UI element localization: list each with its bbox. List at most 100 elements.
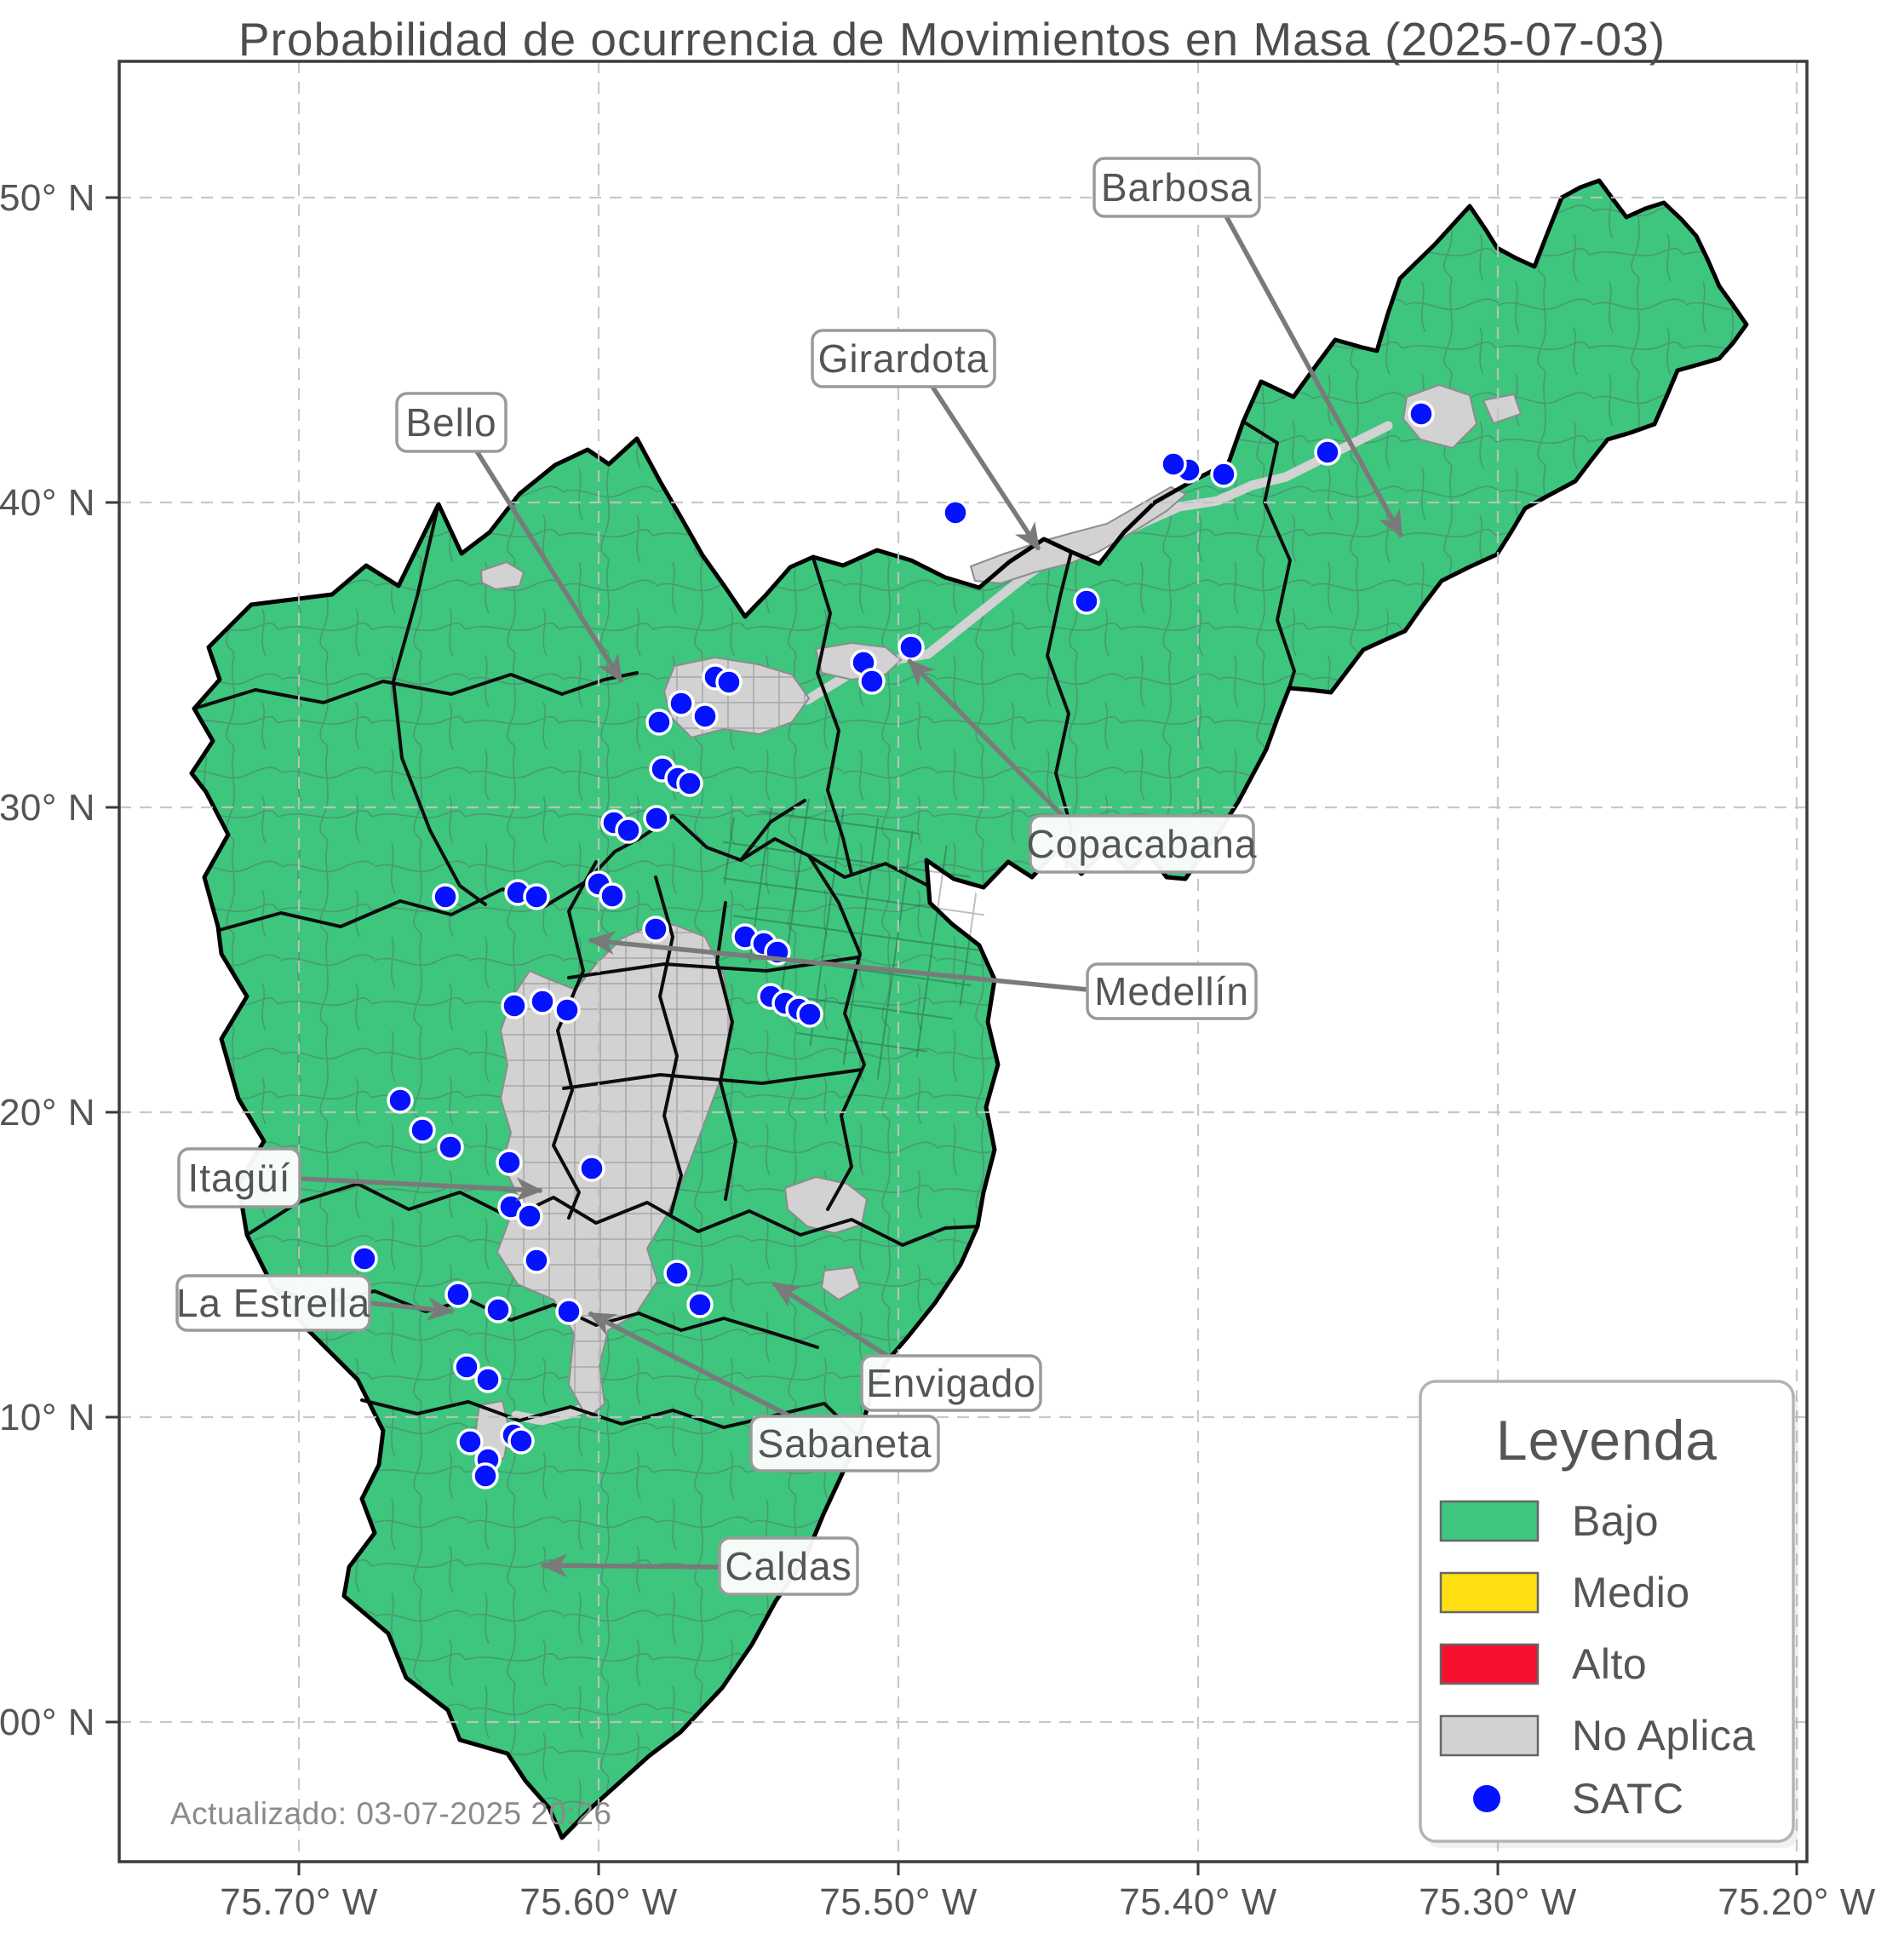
legend-item-label: Bajo (1572, 1497, 1659, 1545)
annotation-label-bello: Bello (405, 400, 496, 445)
annotation-box-caldas (718, 1536, 859, 1596)
satc-dot (453, 1353, 480, 1381)
update-timestamp: Actualizado: 03-07-2025 20:26 (170, 1796, 611, 1831)
annotation-box-sabaneta (749, 1415, 940, 1472)
municipal-boundary (1242, 420, 1296, 690)
annotation-box-medellin (1086, 962, 1258, 1020)
satc-dot (1210, 461, 1237, 488)
annotation-arrow-bello (474, 450, 624, 683)
legend-item-label: SATC (1572, 1775, 1684, 1823)
y-tick-label: 6.30° N (0, 787, 95, 829)
x-tick-label: 75.30° W (1419, 1881, 1576, 1923)
municipal-boundary (807, 854, 866, 1211)
satc-dot (942, 499, 969, 526)
annotation-label-medellin: Medellín (1094, 969, 1249, 1013)
y-tick-label: 6.00° N (0, 1702, 95, 1743)
satc-dot (523, 883, 550, 910)
satc-dot (898, 634, 925, 661)
y-tick-label: 6.50° N (0, 177, 95, 219)
satc-dot (432, 883, 459, 910)
legend-swatch-medio (1439, 1571, 1540, 1614)
plot-frame (118, 60, 1809, 1863)
municipal-boundary (811, 556, 853, 875)
girardota-urban (969, 485, 1188, 585)
legend-title: Leyenda (1496, 1409, 1718, 1472)
municipal-boundary (562, 1068, 863, 1090)
annotation-label-sabaneta: Sabaneta (758, 1421, 932, 1466)
satc-dot (599, 882, 626, 910)
municipal-boundary (245, 1182, 979, 1247)
satc-dot (858, 668, 886, 695)
annotation-box-bello (395, 392, 508, 453)
y-tick-label: 6.10° N (0, 1397, 95, 1438)
annotation-arrow-barbosa (1224, 215, 1404, 538)
region-outline (189, 178, 1749, 1840)
legend-dot-satc (1473, 1785, 1500, 1812)
annotation-arrow-medellin (588, 931, 1088, 992)
annotation-label-girardota: Girardota (818, 336, 989, 381)
annotation-arrow-sabaneta (588, 1311, 792, 1419)
satc-dot (796, 1001, 823, 1028)
satc-dot (387, 1087, 414, 1114)
annotation-box-itagui (177, 1147, 301, 1208)
satc-dot (474, 1366, 502, 1393)
legend-item-label: No Aplica (1572, 1712, 1756, 1759)
annotation-label-caldas: Caldas (725, 1544, 852, 1588)
satc-dot (663, 1260, 691, 1287)
x-tick-label: 75.70° W (220, 1881, 377, 1923)
satc-dot (691, 703, 719, 730)
annotation-label-barbosa: Barbosa (1101, 165, 1253, 210)
municipal-boundary (192, 671, 639, 710)
medellin-urban-grid (497, 925, 731, 1419)
annotation-arrow-copacabana (907, 658, 1064, 818)
satc-dot (496, 1149, 523, 1176)
municipal-boundary (654, 875, 683, 1215)
satc-dot (501, 992, 528, 1019)
municipal-boundary (360, 1398, 861, 1439)
annotation-label-copacabana: Copacabana (1027, 822, 1258, 866)
annotation-arrow-caldas (540, 1553, 720, 1578)
satc-dot (508, 1427, 535, 1455)
satc-dot (351, 1245, 378, 1272)
satc-dot (715, 669, 743, 696)
satc-dot (553, 996, 581, 1024)
satc-dot (472, 1462, 499, 1490)
municipal-boundary (392, 502, 487, 906)
satc-dot (555, 1298, 582, 1325)
satc-dot (615, 817, 642, 844)
satc-dot (643, 805, 670, 832)
satc-dot (676, 770, 703, 797)
satc-dot (516, 1203, 543, 1230)
x-tick-label: 75.40° W (1119, 1881, 1276, 1923)
y-tick-label: 6.20° N (0, 1092, 95, 1134)
annotation-box-copacabana (1029, 814, 1255, 874)
satc-dot (668, 690, 695, 717)
municipal-boundary (739, 799, 806, 862)
municipal-boundary (271, 1286, 819, 1349)
x-tick-label: 75.60° W (519, 1881, 677, 1923)
x-tick-label: 75.20° W (1718, 1881, 1875, 1923)
satc-dot (686, 1291, 714, 1318)
legend-swatch-alto (1439, 1643, 1540, 1685)
satc-dot (1160, 451, 1187, 478)
annotation-label-envigado: Envigado (866, 1361, 1036, 1405)
annotation-arrow-girardota (930, 385, 1041, 551)
satc-dot (1408, 400, 1435, 428)
municipal-boundary (218, 814, 932, 932)
satc-dot (444, 1281, 472, 1308)
municipal-boundary (552, 860, 598, 1220)
annotation-label-itagui: Itagüí (187, 1156, 290, 1200)
satc-dot (456, 1428, 484, 1455)
legend-item-label: Medio (1572, 1569, 1690, 1616)
annotation-box-envigado (860, 1354, 1042, 1412)
satc-dot (485, 1296, 512, 1323)
vereda-texture (192, 181, 1746, 1838)
satc-dot (1073, 588, 1100, 615)
annotation-label-laestrella: La Estrella (176, 1281, 370, 1325)
legend-swatch-no-aplica (1439, 1714, 1540, 1757)
legend-item-label: Alto (1572, 1640, 1647, 1688)
satc-dot (642, 916, 669, 943)
satc-dot (645, 709, 673, 736)
annotation-box-barbosa (1093, 157, 1261, 218)
san-felix-urban (479, 560, 525, 591)
